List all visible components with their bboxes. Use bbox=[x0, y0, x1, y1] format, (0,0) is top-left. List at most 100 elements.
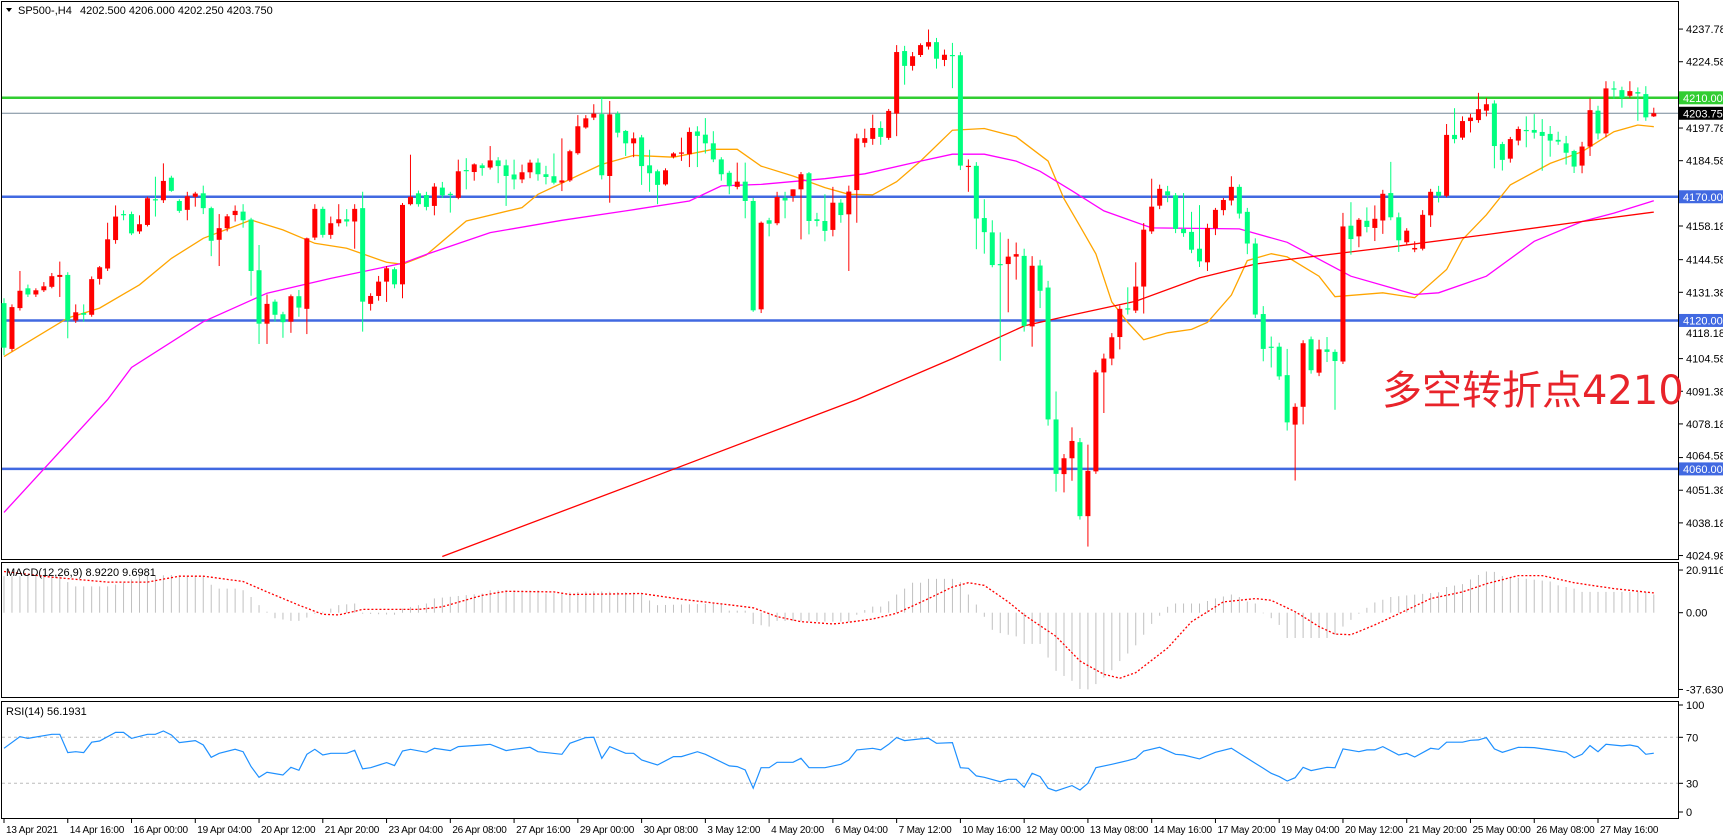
candle-body bbox=[758, 222, 764, 310]
candle-bull bbox=[160, 163, 166, 203]
candle-bear bbox=[1348, 202, 1354, 255]
candle-body bbox=[360, 208, 366, 302]
candle-body bbox=[1643, 94, 1649, 118]
candle-bull bbox=[312, 204, 318, 241]
candle-body bbox=[1388, 193, 1394, 218]
rsi-panel[interactable] bbox=[1, 701, 1679, 819]
level-price-tag bbox=[1679, 462, 1723, 476]
candle-bull bbox=[1467, 113, 1473, 133]
candle-bull bbox=[368, 293, 374, 311]
time-tick-label: 27 May 16:00 bbox=[1600, 825, 1659, 836]
candle-body bbox=[447, 193, 453, 196]
level-price-tag bbox=[1679, 91, 1723, 105]
candle-bear bbox=[989, 220, 995, 268]
candle-body bbox=[774, 197, 780, 224]
candle-body bbox=[997, 264, 1003, 266]
price-tick-label: 4038.180 bbox=[1686, 518, 1723, 530]
candle-bear bbox=[1539, 119, 1545, 171]
price-tick-label: 4144.580 bbox=[1686, 255, 1723, 267]
candle-body bbox=[1460, 121, 1466, 138]
candle-body bbox=[192, 193, 198, 197]
candle-bear bbox=[1332, 349, 1338, 410]
candle-bear bbox=[1452, 108, 1458, 144]
candle-bull bbox=[304, 237, 310, 335]
time-tick-label: 26 May 08:00 bbox=[1536, 825, 1595, 836]
candle-bear bbox=[208, 206, 214, 257]
candle-body bbox=[862, 138, 868, 143]
candle-bear bbox=[1499, 141, 1505, 171]
candle-body bbox=[766, 220, 772, 224]
candle-bull bbox=[1204, 223, 1210, 271]
candle-bull bbox=[471, 163, 477, 181]
candle-bull bbox=[1220, 197, 1226, 216]
candle-bull bbox=[1093, 369, 1099, 474]
candle-bull bbox=[1117, 305, 1123, 350]
candle-body bbox=[89, 279, 95, 315]
candle-bear bbox=[447, 191, 453, 213]
candle-body bbox=[607, 114, 613, 176]
price-panel[interactable] bbox=[1, 1, 1679, 560]
candle-body bbox=[9, 307, 15, 349]
candle-body bbox=[1053, 419, 1059, 474]
candle-bear bbox=[1364, 207, 1370, 233]
triangle-down-icon[interactable] bbox=[6, 8, 12, 12]
candle-body bbox=[1197, 248, 1202, 262]
candle-bear bbox=[81, 304, 87, 322]
time-tick-label: 13 May 08:00 bbox=[1090, 825, 1149, 836]
candle-body bbox=[591, 113, 597, 118]
candle-body bbox=[1, 303, 7, 348]
macd-tick-label: 0.00 bbox=[1686, 608, 1707, 620]
candle-bull bbox=[1475, 92, 1481, 123]
candle-body bbox=[790, 189, 796, 197]
candle-body bbox=[1364, 220, 1370, 227]
candle-body bbox=[455, 171, 461, 198]
macd-panel[interactable] bbox=[1, 562, 1679, 698]
candle-bull bbox=[559, 138, 565, 192]
candle-body bbox=[599, 114, 605, 176]
candle-bull bbox=[926, 29, 932, 50]
candle-bear bbox=[1165, 185, 1171, 203]
candle-bull bbox=[1141, 222, 1147, 314]
candle-bull bbox=[192, 191, 198, 207]
candle-body bbox=[854, 138, 860, 191]
price-tick-label: 4197.780 bbox=[1686, 123, 1723, 135]
candle-body bbox=[902, 51, 908, 66]
candle-bear bbox=[814, 212, 820, 227]
candle-bear bbox=[129, 211, 135, 236]
candle-bear bbox=[957, 52, 963, 171]
candle-body bbox=[981, 218, 987, 233]
candle-bull bbox=[9, 304, 15, 352]
candle-bear bbox=[415, 190, 421, 207]
candle-bull bbox=[1372, 205, 1378, 242]
candle-body bbox=[631, 138, 637, 144]
candle-body bbox=[144, 198, 150, 225]
candle-body bbox=[1475, 109, 1481, 121]
candle-body bbox=[1244, 211, 1250, 244]
candle-body bbox=[1117, 308, 1123, 338]
candle-bull bbox=[670, 152, 676, 159]
candle-bear bbox=[1571, 149, 1577, 174]
rsi-title: RSI(14) 56.1931 bbox=[6, 706, 87, 718]
candle-bull bbox=[455, 159, 461, 200]
candle-bear bbox=[902, 45, 908, 85]
candle-bear bbox=[623, 129, 629, 156]
candle-bull bbox=[1428, 188, 1434, 227]
candle-bear bbox=[503, 159, 509, 206]
candle-bear bbox=[949, 42, 955, 89]
candle-body bbox=[1372, 218, 1378, 228]
candle-body bbox=[878, 127, 884, 137]
candle-bear bbox=[1611, 81, 1617, 99]
candle-body bbox=[623, 130, 629, 144]
candle-bull bbox=[1587, 98, 1593, 156]
candle-bull bbox=[591, 104, 597, 121]
candle-bear bbox=[1547, 126, 1553, 157]
candle-body bbox=[168, 177, 174, 191]
candle-body bbox=[933, 42, 939, 59]
candle-body bbox=[1452, 134, 1458, 140]
current-price-label: 4203.750 bbox=[1683, 108, 1723, 120]
candle-body bbox=[806, 173, 812, 222]
candle-body bbox=[830, 202, 836, 230]
ma-slow-line bbox=[442, 211, 1654, 558]
candle-body bbox=[1189, 231, 1195, 250]
